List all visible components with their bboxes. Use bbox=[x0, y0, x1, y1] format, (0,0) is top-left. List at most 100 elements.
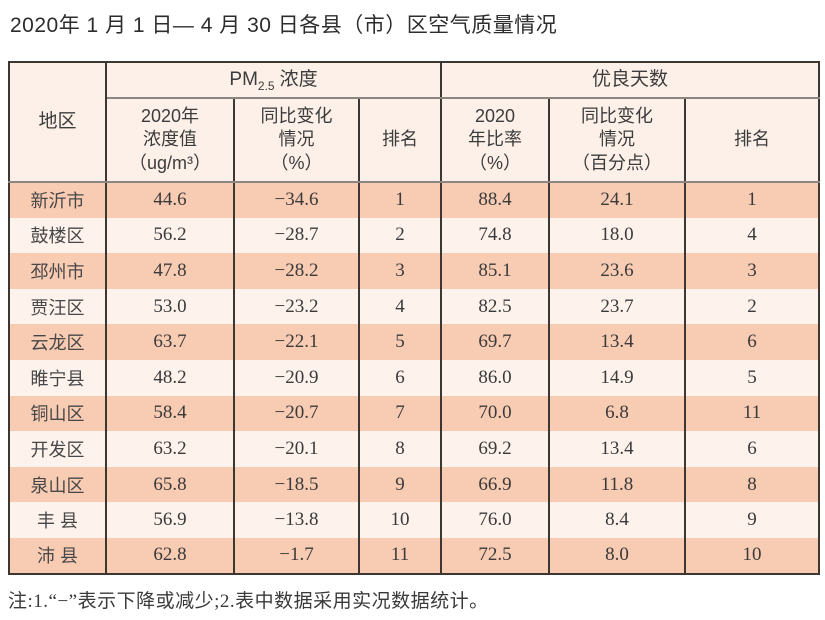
region-cell: 睢宁县 bbox=[8, 359, 107, 396]
sub-header-row: 2020年 浓度值 （ug/m³） 同比变化 情况 （%） 排名 2020 年比… bbox=[9, 98, 821, 183]
value-cell: 23.7 bbox=[548, 288, 687, 325]
table-row: 睢宁县 48.2 −20.9 6 86.0 14.9 5 bbox=[8, 359, 821, 396]
table-row: 开发区 63.2 −20.1 8 69.2 13.4 6 bbox=[8, 431, 821, 467]
value-cell: −13.8 bbox=[233, 502, 360, 538]
value-cell: 9 bbox=[684, 502, 821, 538]
value-cell: 1 bbox=[357, 182, 443, 218]
pm-value-header: 2020年 浓度值 （ug/m³） bbox=[105, 98, 235, 183]
value-cell: 58.4 bbox=[105, 395, 235, 432]
days-ratio-header: 2020 年比率 （%） bbox=[440, 98, 551, 183]
region-cell: 沛 县 bbox=[8, 537, 107, 574]
value-cell: 48.2 bbox=[105, 359, 235, 396]
pm-change-header: 同比变化 情况 （%） bbox=[233, 98, 360, 183]
value-cell: 62.8 bbox=[105, 537, 235, 574]
value-cell: 13.4 bbox=[548, 431, 687, 467]
value-cell: 6 bbox=[684, 324, 821, 360]
value-cell: 56.2 bbox=[105, 217, 235, 254]
table-row: 鼓楼区 56.2 −28.7 2 74.8 18.0 4 bbox=[8, 217, 821, 254]
value-cell: 5 bbox=[357, 324, 443, 360]
value-cell: 6 bbox=[357, 359, 443, 396]
value-cell: −18.5 bbox=[233, 466, 360, 503]
value-cell: 74.8 bbox=[440, 217, 551, 254]
value-cell: 1 bbox=[684, 182, 821, 218]
value-cell: −20.1 bbox=[233, 431, 360, 467]
table-body: 新沂市 44.6 −34.6 1 88.4 24.1 1 鼓楼区 56.2 −28.7 2 74.8 1… bbox=[8, 182, 821, 574]
value-cell: 3 bbox=[684, 253, 821, 289]
value-cell: 4 bbox=[357, 288, 443, 325]
value-cell: 23.6 bbox=[548, 253, 687, 289]
value-cell: 8.0 bbox=[548, 537, 687, 574]
pm-label: PM bbox=[229, 68, 258, 90]
value-cell: 53.0 bbox=[105, 288, 235, 325]
pm-rank-header: 排名 bbox=[357, 98, 443, 183]
days-change-header: 同比变化 情况 （百分点） bbox=[548, 98, 687, 183]
region-cell: 新沂市 bbox=[8, 182, 107, 218]
region-header-cell: 地区 bbox=[8, 62, 107, 183]
region-cell: 丰 县 bbox=[8, 502, 107, 538]
table-row: 云龙区 63.7 −22.1 5 69.7 13.4 6 bbox=[8, 324, 821, 360]
footnote: 注:1.“−”表示下降或减少;2.表中数据采用实况数据统计。 bbox=[8, 591, 489, 612]
value-cell: 6.8 bbox=[548, 395, 687, 432]
value-cell: 70.0 bbox=[440, 395, 551, 432]
value-cell: 8.4 bbox=[548, 502, 687, 538]
value-cell: 10 bbox=[684, 537, 821, 574]
value-cell: 10 bbox=[357, 502, 443, 538]
value-cell: −28.7 bbox=[233, 217, 360, 254]
table-row: 贾汪区 53.0 −23.2 4 82.5 23.7 2 bbox=[8, 288, 821, 325]
value-cell: 86.0 bbox=[440, 359, 551, 396]
pm-subscript: 2.5 bbox=[257, 78, 275, 93]
value-cell: 66.9 bbox=[440, 466, 551, 503]
table-header: 地区 PM2.5 浓度 优良天数 2020年 浓度值 （ug/m³） 同比变化 情… bbox=[8, 62, 821, 183]
value-cell: −34.6 bbox=[233, 182, 360, 218]
pm-suffix-label: 浓度 bbox=[279, 68, 318, 90]
value-cell: 47.8 bbox=[105, 253, 235, 289]
value-cell: −22.1 bbox=[233, 324, 360, 360]
value-cell: 11 bbox=[684, 395, 821, 432]
value-cell: 44.6 bbox=[105, 182, 235, 218]
value-cell: 11 bbox=[357, 537, 443, 574]
value-cell: 11.8 bbox=[548, 466, 687, 503]
value-cell: 13.4 bbox=[548, 324, 687, 360]
region-cell: 开发区 bbox=[8, 431, 107, 467]
value-cell: 82.5 bbox=[440, 288, 551, 325]
value-cell: 85.1 bbox=[440, 253, 551, 289]
air-quality-table: 地区 PM2.5 浓度 优良天数 2020年 浓度值 （ug/m³） 同比变化 情… bbox=[8, 61, 821, 575]
value-cell: 69.2 bbox=[440, 431, 551, 467]
value-cell: 88.4 bbox=[440, 182, 551, 218]
value-cell: −23.2 bbox=[233, 288, 360, 325]
value-cell: 8 bbox=[357, 431, 443, 467]
value-cell: 24.1 bbox=[548, 182, 687, 218]
table-row: 泉山区 65.8 −18.5 9 66.9 11.8 8 bbox=[8, 466, 821, 503]
table-row: 铜山区 58.4 −20.7 7 70.0 6.8 11 bbox=[8, 395, 821, 432]
group-header-row: 地区 PM2.5 浓度 优良天数 bbox=[8, 62, 821, 183]
region-cell: 泉山区 bbox=[8, 466, 107, 503]
table-row: 邳州市 47.8 −28.2 3 85.1 23.6 3 bbox=[8, 253, 821, 289]
value-cell: 18.0 bbox=[548, 217, 687, 254]
value-cell: −1.7 bbox=[233, 537, 360, 574]
region-cell: 铜山区 bbox=[8, 395, 107, 432]
value-cell: 69.7 bbox=[440, 324, 551, 360]
value-cell: 3 bbox=[357, 253, 443, 289]
value-cell: 76.0 bbox=[440, 502, 551, 538]
region-cell: 邳州市 bbox=[8, 253, 107, 289]
value-cell: 2 bbox=[684, 288, 821, 325]
region-cell: 云龙区 bbox=[8, 324, 107, 360]
days-group-header: 优良天数 bbox=[440, 62, 821, 99]
table-row: 丰 县 56.9 −13.8 10 76.0 8.4 9 bbox=[8, 502, 821, 538]
value-cell: −20.7 bbox=[233, 395, 360, 432]
table-row: 新沂市 44.6 −34.6 1 88.4 24.1 1 bbox=[8, 182, 821, 218]
value-cell: 7 bbox=[357, 395, 443, 432]
value-cell: 6 bbox=[684, 431, 821, 467]
pm-group-header: PM2.5 浓度 bbox=[104, 62, 443, 99]
value-cell: 5 bbox=[684, 359, 821, 396]
value-cell: 14.9 bbox=[548, 359, 687, 396]
page-title: 2020年 1 月 1 日— 4 月 30 日各县（市）区空气质量情况 bbox=[10, 14, 558, 37]
region-cell: 贾汪区 bbox=[8, 288, 107, 325]
value-cell: −20.9 bbox=[233, 359, 360, 396]
value-cell: 63.2 bbox=[105, 431, 235, 467]
value-cell: 65.8 bbox=[105, 466, 235, 503]
region-cell: 鼓楼区 bbox=[8, 217, 107, 254]
value-cell: 56.9 bbox=[105, 502, 235, 538]
value-cell: 63.7 bbox=[105, 324, 235, 360]
value-cell: 9 bbox=[357, 466, 443, 503]
